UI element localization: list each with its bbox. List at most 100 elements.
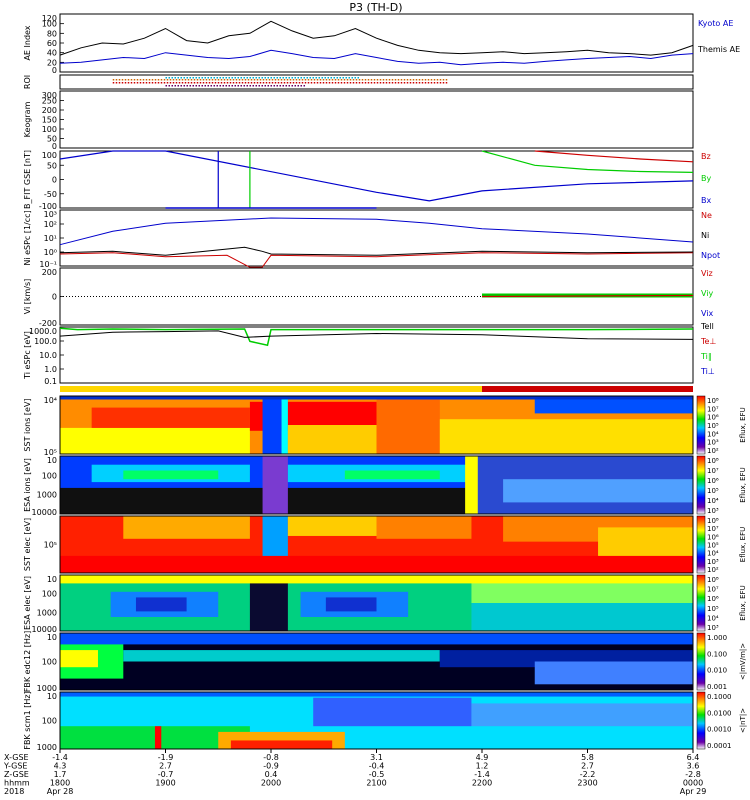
roi-mark xyxy=(391,82,394,84)
panel-frame xyxy=(59,150,694,209)
x-tick-value: -2.8 xyxy=(685,770,701,779)
roi-mark xyxy=(382,79,385,81)
roi-mark xyxy=(240,85,242,87)
roi-mark xyxy=(394,79,397,81)
roi-mark xyxy=(198,77,200,79)
roi-mark xyxy=(148,79,151,81)
panel-frame xyxy=(59,326,694,384)
roi-mark xyxy=(318,77,320,79)
series-line-tell xyxy=(59,330,694,340)
roi-mark xyxy=(289,79,292,81)
legend-entry: By xyxy=(701,174,711,183)
roi-mark xyxy=(339,77,341,79)
roi-mark xyxy=(228,85,230,87)
heatmap-cell xyxy=(503,479,693,503)
y-tick-label: 0.1 xyxy=(44,377,57,386)
y-axis-label: Vi [km/s] xyxy=(23,279,32,315)
roi-mark xyxy=(202,79,205,81)
roi-mark xyxy=(439,82,442,84)
roi-mark xyxy=(264,77,266,79)
roi-mark xyxy=(442,79,445,81)
roi-mark xyxy=(319,79,322,81)
colorbar-tick-label: 0.0100 xyxy=(707,709,732,717)
roi-mark xyxy=(142,79,145,81)
roi-mark xyxy=(300,85,302,87)
roi-mark xyxy=(313,79,316,81)
roi-mark xyxy=(253,82,256,84)
colorbar-label: <|mV/m|> xyxy=(739,643,747,680)
roi-mark xyxy=(118,82,121,84)
panel-border xyxy=(59,632,694,691)
y-tick-label: -50 xyxy=(44,190,57,199)
roi-mark xyxy=(244,82,247,84)
y-axis-label: SST elec [eV] xyxy=(23,518,32,571)
legend-entry: Themis AE xyxy=(697,45,740,54)
roi-mark xyxy=(231,77,233,79)
heatmap-cell xyxy=(376,396,440,454)
heatmap-cell xyxy=(60,633,693,645)
roi-mark xyxy=(268,79,271,81)
roi-mark xyxy=(295,79,298,81)
roi-mark xyxy=(250,79,253,81)
roi-mark xyxy=(181,79,184,81)
roi-mark xyxy=(196,82,199,84)
x-tick-value: 1.7 xyxy=(54,770,67,779)
heatmap-cell xyxy=(60,575,693,584)
roi-mark xyxy=(198,85,200,87)
x-tick-value: -0.8 xyxy=(263,753,279,762)
roi-mark xyxy=(285,77,287,79)
y-tick-label: 200 xyxy=(42,106,57,115)
roi-mark xyxy=(292,79,295,81)
roi-mark xyxy=(298,79,301,81)
roi-mark xyxy=(262,79,265,81)
roi-mark xyxy=(243,77,245,79)
roi-mark xyxy=(397,79,400,81)
roi-mark xyxy=(160,82,163,84)
roi-mark xyxy=(306,77,308,79)
series-line-viz xyxy=(481,294,694,298)
y-tick-label: 100 xyxy=(42,125,57,134)
x-axis-labels: X-GSEY-GSEZ-GSEhhmm2018-1.44.31.71800Apr… xyxy=(3,749,706,796)
x-tick-value: -0.5 xyxy=(369,770,385,779)
roi-mark xyxy=(186,77,188,79)
roi-mark xyxy=(232,82,235,84)
colorbar xyxy=(696,691,706,750)
roi-mark xyxy=(370,82,373,84)
heatmap-cell xyxy=(471,703,693,727)
roi-mark xyxy=(312,77,314,79)
roi-mark xyxy=(228,77,230,79)
roi-mark xyxy=(174,77,176,79)
roi-mark xyxy=(288,77,290,79)
colorbar-tick-label: 10³ xyxy=(707,439,719,447)
roi-mark xyxy=(358,79,361,81)
roi-mark xyxy=(295,82,298,84)
x-row-label: X-GSE xyxy=(4,753,29,762)
y-tick-label: 50 xyxy=(47,161,57,170)
y-tick-label: 10.0 xyxy=(39,351,57,360)
roi-mark xyxy=(346,79,349,81)
roi-mark xyxy=(148,82,151,84)
roi-mark xyxy=(322,79,325,81)
roi-mark xyxy=(115,82,118,84)
roi-mark xyxy=(445,79,448,81)
roi-mark xyxy=(270,85,272,87)
roi-mark xyxy=(196,79,199,81)
y-tick-label: 10⁵ xyxy=(44,448,57,457)
colorbar-tick-label: 10⁶ xyxy=(707,477,719,485)
heatmap-cell xyxy=(262,396,282,454)
roi-mark xyxy=(349,79,352,81)
heatmap-cell xyxy=(534,396,693,414)
roi-mark xyxy=(268,82,271,84)
colorbar-tick-label: 10³ xyxy=(707,624,719,632)
x-tick-value: 2.7 xyxy=(159,762,172,771)
heatmap-cell xyxy=(123,470,219,480)
roi-mark xyxy=(370,79,373,81)
roi-mark xyxy=(154,79,157,81)
roi-mark xyxy=(115,79,118,81)
roi-mark xyxy=(415,82,418,84)
roi-mark xyxy=(256,79,259,81)
roi-mark xyxy=(234,85,236,87)
roi-mark xyxy=(445,82,448,84)
